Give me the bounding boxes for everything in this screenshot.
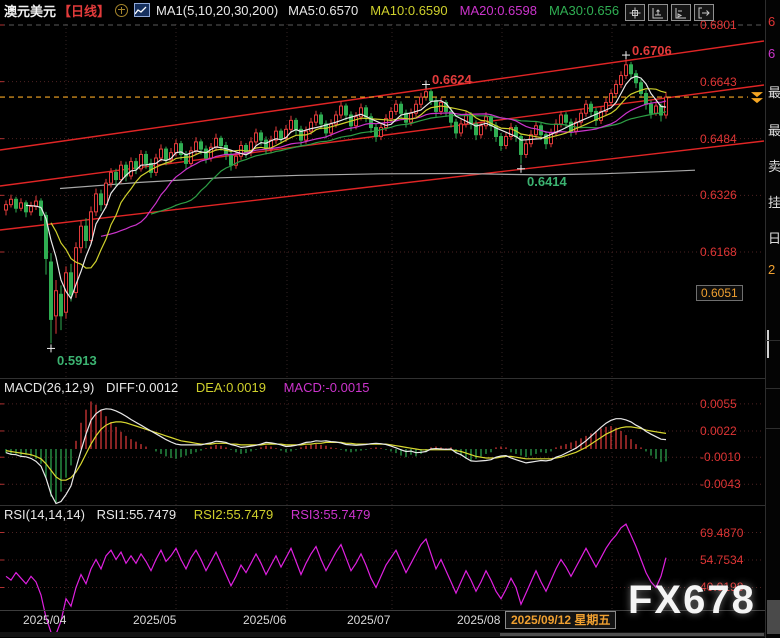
quote-panel-text-fragment: 2 [768,262,776,277]
current-date-box[interactable]: 2025/09/12 星期五 [505,611,617,629]
macd-diff-value: DIFF:0.0012 [105,380,179,395]
rsi-axis-label: 54.7534 [700,553,744,567]
ma30-value: MA30:0.656 [548,2,620,18]
ma20-value: MA20:0.6598 [459,2,537,18]
ma30-line [150,111,667,215]
brand-watermark: FX678 [628,578,756,622]
rsi-header: RSI(14,14,14) RSI1:55.7479 RSI2:55.7479 … [4,507,370,522]
symbol-name: 澳元美元 [4,3,57,19]
chart-toolbar [622,4,714,21]
rsi-title[interactable]: RSI(14,14,14) [4,507,85,522]
swing-annotation: 0.6624 [432,72,472,88]
quote-panel-text-fragment: 6 [768,14,776,29]
price-axis-label: 0.6801 [700,18,737,32]
quote-panel-text-fragment: 卖 [768,159,780,174]
right-panel-scrollbar[interactable] [767,330,769,358]
rsi-axis-label: 40.0198 [700,580,744,595]
quote-panel-text-fragment: 日 [768,231,780,246]
time-axis-label: 2025/06 [243,613,287,627]
exit-right-icon[interactable] [694,4,714,21]
price-axis-label: 0.6643 [700,74,737,89]
ma5-value: MA5:0.6570 [288,2,359,18]
macd-histogram [5,401,667,503]
ma10-line [50,88,667,269]
ma5-line [25,75,667,300]
swing-cross-marker [517,164,525,173]
panel-separator [0,378,780,379]
last-price-marker[interactable] [751,92,763,98]
swing-cross-marker [422,80,430,89]
quote-panel-text-fragment: 最 [768,123,780,138]
ma-settings-label[interactable]: MA1(5,10,20,30,200) [156,2,279,18]
swing-annotation: 0.5913 [57,353,97,369]
time-axis-label: 2025/08 [457,613,501,627]
period-label[interactable]: 【日线】 [58,3,111,19]
time-axis-label: 2025/04 [23,613,67,627]
swing-annotation: 0.6414 [527,173,567,189]
ma20-line [100,100,667,237]
chart-type-icon[interactable] [134,3,151,17]
quote-panel-text-fragment: 挂 [768,195,780,210]
rsi-line [5,523,667,635]
quote-panel-text-fragment: 6 [768,46,776,61]
rsi1-value: RSI1:55.7479 [96,507,177,522]
macd-axis-label: 0.0055 [700,396,737,411]
quote-panel-divider [766,340,780,341]
axis-separator [0,610,780,611]
time-axis-label: 2025/05 [133,613,177,627]
swing-cross-marker [622,51,630,60]
price-axis-label: 0.6168 [700,244,737,259]
rsi2-value: RSI2:55.7479 [193,507,274,522]
quote-panel-divider [766,428,780,429]
swing-cross-marker [47,344,55,353]
price-axis-label-boxed: 0.6051 [696,284,743,301]
price-axis-label: 0.6326 [700,188,737,203]
macd-diff-line [5,408,667,505]
macd-dea-value: DEA:0.0019 [195,380,266,395]
macd-macd-value: MACD:-0.0015 [283,380,370,395]
time-axis-label: 2025/07 [347,613,391,627]
ma200-line [59,169,696,190]
zoom-out-axis-icon[interactable] [671,4,691,21]
ma10-value: MA10:0.6590 [370,2,448,18]
macd-axis-label: 0.0022 [700,423,737,438]
add-indicator-icon[interactable] [115,3,129,17]
rsi3-value: RSI3:55.7479 [290,507,371,522]
quote-panel-divider [766,388,780,389]
quote-panel-text-fragment: 最 [768,85,780,100]
panel-separator [0,505,780,506]
horizontal-scrollbar-track [0,632,780,637]
swing-annotation: 0.6706 [632,43,672,59]
pan-icon[interactable] [625,4,645,21]
horizontal-scrollbar-thumb[interactable] [500,633,764,636]
price-axis-label: 0.6484 [700,131,737,146]
chart-header: 澳元美元 【日线】 MA1(5,10,20,30,200) MA5:0.6570… [0,0,780,20]
rsi-axis-label: 69.4870 [700,525,744,540]
zoom-in-axis-icon[interactable] [648,4,668,21]
macd-title[interactable]: MACD(26,12,9) [4,380,95,395]
right-panel-corner [767,600,780,634]
macd-header: MACD(26,12,9) DIFF:0.0012 DEA:0.0019 MAC… [4,380,370,395]
